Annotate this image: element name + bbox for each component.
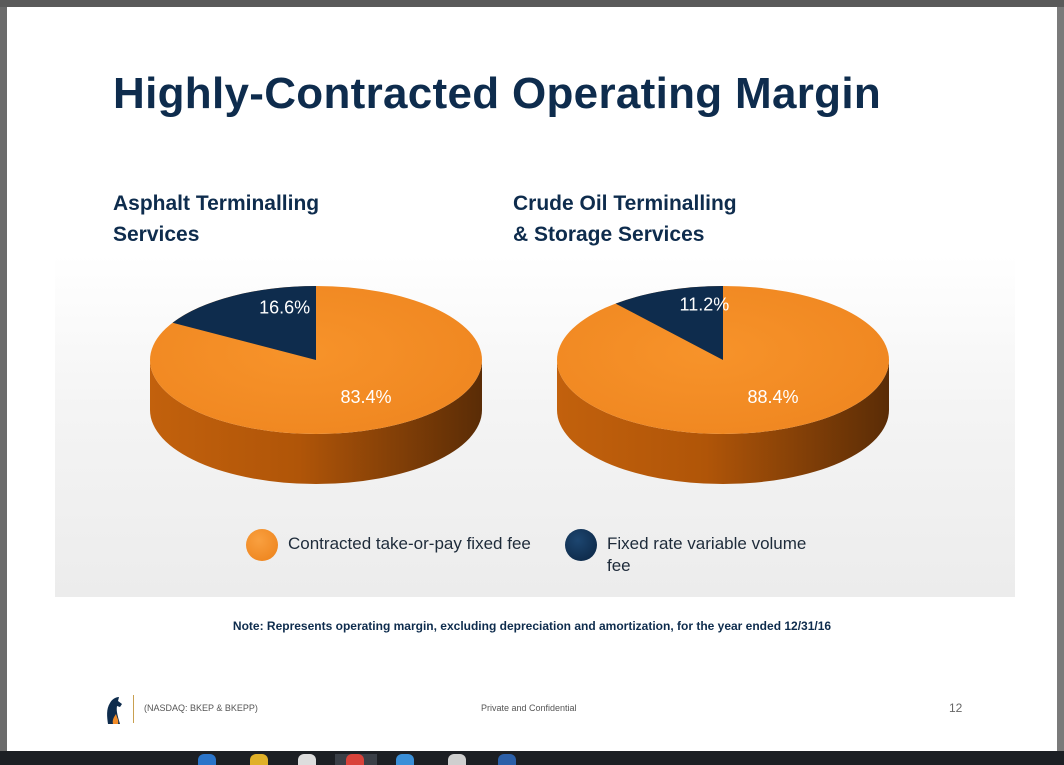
taskbar-browser-icon[interactable] [346, 754, 364, 765]
pie-side [150, 360, 482, 484]
footnote: Note: Represents operating margin, exclu… [232, 619, 832, 633]
window-top-bar [0, 0, 1064, 7]
window-right-edge [1057, 7, 1064, 751]
taskbar-app-icon[interactable] [498, 754, 516, 765]
company-logo-icon [107, 697, 122, 724]
footer-ticker: (NASDAQ: BKEP & BKEPP) [144, 703, 258, 713]
taskbar-app-icon[interactable] [198, 754, 216, 765]
taskbar-app-icon[interactable] [298, 754, 316, 765]
pie-charts: 16.6% 83.4% 11.2% 88.4% [150, 286, 889, 484]
legend-swatch-variable [565, 529, 597, 561]
chart-title-crude-oil: Crude Oil Terminalling & Storage Service… [513, 192, 737, 246]
taskbar-app-icon[interactable] [448, 754, 466, 765]
page-number: 12 [949, 701, 963, 715]
pie-slice-variable [172, 286, 316, 360]
data-label-contracted: 88.4% [747, 387, 798, 407]
slide: Highly-Contracted Operating Margin Aspha… [7, 7, 1057, 751]
data-label-contracted: 83.4% [340, 387, 391, 407]
pie-chart-asphalt: 16.6% 83.4% [150, 286, 482, 484]
pie-chart-crude-oil: 11.2% 88.4% [557, 286, 889, 484]
data-label-variable: 11.2% [680, 294, 730, 314]
slide-title: Highly-Contracted Operating Margin [113, 69, 882, 118]
legend-swatch-contracted [246, 529, 278, 561]
legend-label-contracted: Contracted take-or-pay fixed fee [288, 534, 531, 553]
pie-slice-variable [615, 286, 723, 360]
pie-side [557, 360, 889, 484]
footer-divider [133, 695, 134, 723]
legend-item-contracted: Contracted take-or-pay fixed fee [246, 529, 531, 561]
taskbar [0, 751, 1064, 765]
data-label-variable: 16.6% [259, 298, 310, 318]
legend-item-variable: Fixed rate variable volume fee [565, 529, 806, 577]
chart-title-asphalt: Asphalt Terminalling Services [113, 192, 320, 246]
legend-label-variable: Fixed rate variable volume fee [607, 534, 807, 575]
taskbar-folder-icon[interactable] [250, 754, 268, 765]
footer-confidential: Private and Confidential [481, 703, 577, 713]
taskbar-app-icon[interactable] [396, 754, 414, 765]
